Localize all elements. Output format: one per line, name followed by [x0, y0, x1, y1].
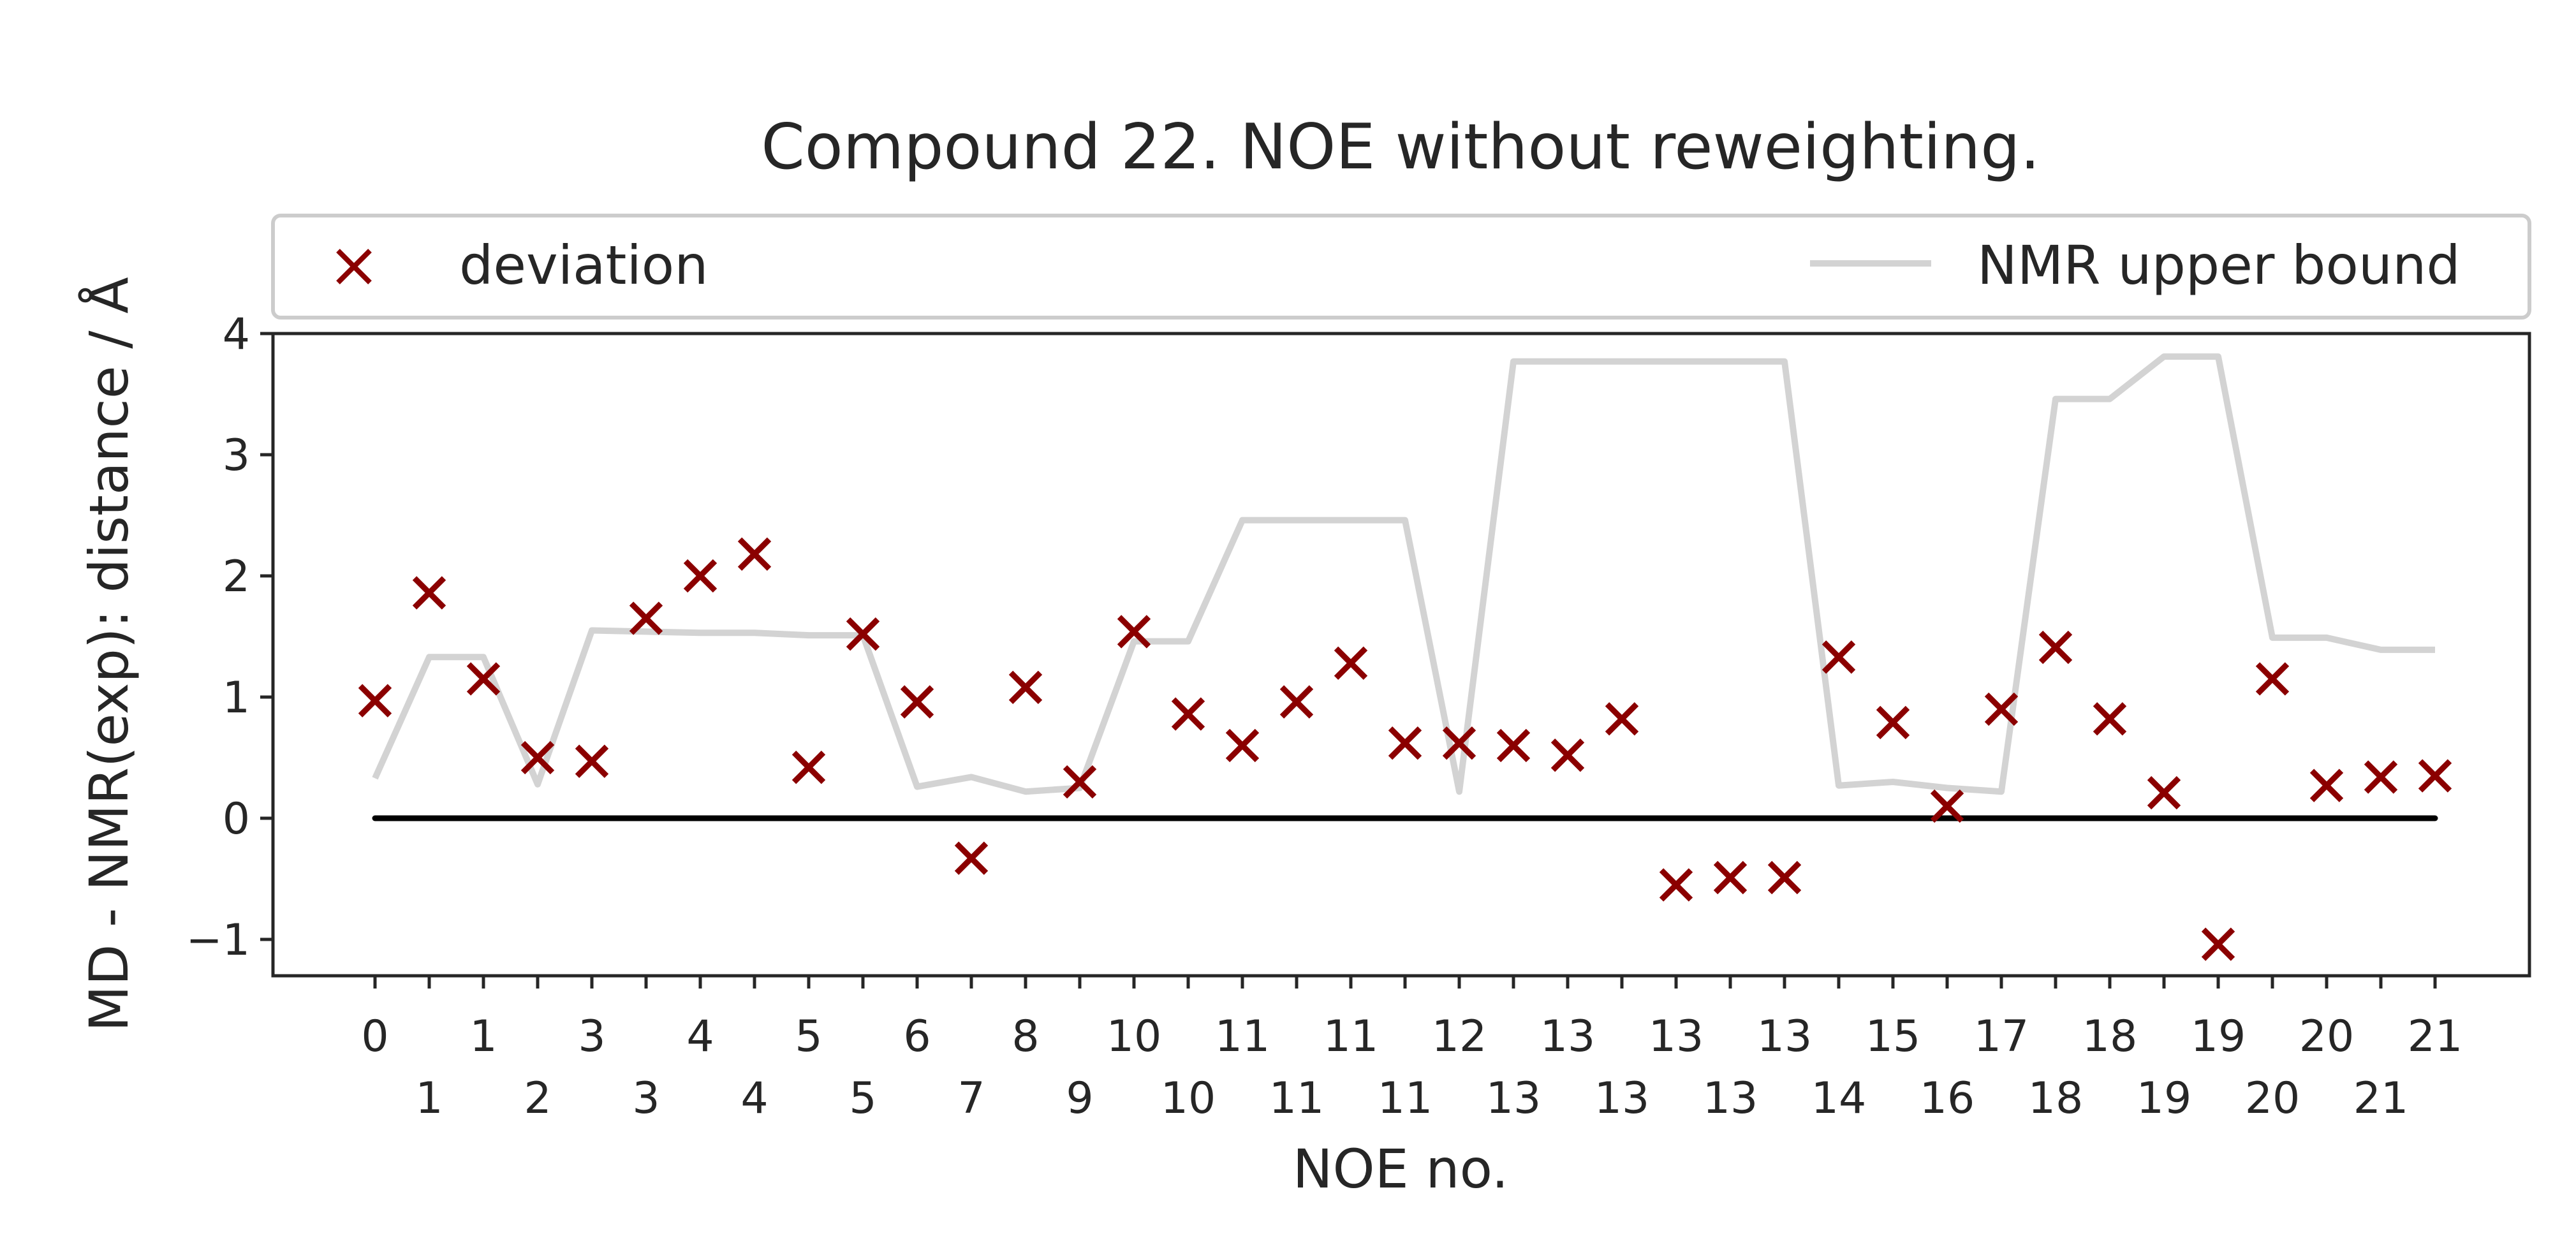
x-tick-label: 5 [849, 1073, 876, 1124]
x-axis-title: NOE no. [1293, 1138, 1509, 1200]
x-tick-label: 13 [1649, 1011, 1704, 1062]
x-tick-label: 7 [957, 1073, 985, 1124]
x-tick-label: 19 [2191, 1011, 2246, 1062]
x-tick-label: 13 [1594, 1073, 1650, 1124]
y-tick-label: −1 [186, 915, 250, 966]
x-tick-label: 1 [415, 1073, 443, 1124]
x-tick-label: 13 [1486, 1073, 1542, 1124]
legend-label-nmr-upper-bound: NMR upper bound [1977, 234, 2461, 297]
deviation-point [520, 740, 555, 775]
x-tick-label: 13 [1757, 1011, 1813, 1062]
x-tick-label: 4 [686, 1011, 714, 1062]
deviation-point [1117, 615, 1151, 649]
deviation-point [1334, 646, 1368, 680]
x-tick-label: 18 [2082, 1011, 2138, 1062]
y-axis-title: MD - NMR(exp): distance / Å [77, 277, 140, 1031]
deviation-point [1279, 685, 1314, 719]
x-tick-label: 3 [578, 1011, 605, 1062]
deviation-point [954, 841, 989, 875]
deviation-point [1171, 697, 1205, 731]
x-tick-label: 5 [795, 1011, 822, 1062]
x-tick-label: 11 [1215, 1011, 1270, 1062]
deviation-point [1930, 789, 1964, 823]
deviation-point [2038, 630, 2073, 665]
legend-box [271, 214, 2531, 320]
legend-label-deviation: deviation [459, 234, 708, 297]
x-tick-label: 13 [1540, 1011, 1596, 1062]
x-tick-label: 8 [1012, 1011, 1039, 1062]
deviation-point [1442, 726, 1476, 760]
deviation-point [683, 559, 718, 593]
y-tick-label: 2 [223, 552, 250, 602]
x-tick-label: 21 [2353, 1073, 2409, 1124]
deviation-point [1388, 726, 1422, 760]
deviation-point [1822, 640, 1856, 674]
deviation-point [1496, 728, 1531, 763]
deviation-point [412, 576, 446, 610]
x-tick-label: 10 [1161, 1073, 1216, 1124]
plot-area [358, 353, 2452, 961]
deviation-point [2364, 760, 2398, 794]
deviation-point [2418, 759, 2452, 793]
deviation-point [1063, 765, 1097, 799]
deviation-point [791, 751, 826, 784]
deviation-point [900, 685, 934, 719]
x-tick-label: 19 [2137, 1073, 2192, 1124]
x-tick-label: 2 [524, 1073, 551, 1124]
x-tick-label: 21 [2408, 1011, 2463, 1062]
deviation-point [1767, 860, 1802, 895]
x-tick-label: 12 [1432, 1011, 1487, 1062]
deviation-point [1659, 868, 1693, 902]
deviation-point [1605, 702, 1639, 736]
deviation-point [1876, 705, 1910, 740]
nmr-upper-bound-line [372, 353, 2435, 795]
deviation-point [466, 662, 501, 696]
x-tick-label: 1 [469, 1011, 497, 1062]
deviation-point [2093, 702, 2127, 736]
legend-marker-deviation [336, 249, 372, 284]
deviation-point [2255, 662, 2290, 696]
plot-frame [271, 332, 2531, 978]
deviation-point [1225, 728, 1260, 763]
deviation-point [2147, 776, 2181, 810]
x-tick-label: 17 [1974, 1011, 2029, 1062]
y-tick-label: 4 [223, 309, 250, 360]
x-tick-label: 4 [740, 1073, 768, 1124]
x-tick-label: 20 [2299, 1011, 2355, 1062]
x-tick-label: 15 [1866, 1011, 1921, 1062]
deviation-point [2201, 927, 2235, 961]
deviation-point [358, 684, 392, 717]
deviation-point [629, 601, 663, 635]
x-tick-label: 13 [1703, 1073, 1758, 1124]
x-tick-label: 16 [1920, 1073, 1975, 1124]
deviation-point [2309, 768, 2344, 802]
deviation-point [1713, 860, 1748, 895]
x-tick-label: 20 [2245, 1073, 2300, 1124]
x-tick-label: 14 [1811, 1073, 1867, 1124]
legend: deviation NMR upper bound [271, 214, 2531, 320]
deviation-point [1984, 692, 2019, 726]
x-tick-label: 11 [1378, 1073, 1433, 1124]
x-tick-label: 11 [1323, 1011, 1379, 1062]
y-tick-label: 1 [223, 673, 250, 723]
x-tick-label: 10 [1107, 1011, 1162, 1062]
deviation-point [737, 537, 772, 571]
x-tick-label: 18 [2028, 1073, 2084, 1124]
x-tick-label: 11 [1269, 1073, 1325, 1124]
chart-title: Compound 22. NOE without reweighting. [761, 111, 2040, 184]
x-tick-label: 0 [361, 1011, 388, 1062]
y-tick-label: 0 [223, 794, 250, 844]
deviation-point [846, 617, 880, 651]
deviation-point [1008, 670, 1043, 704]
x-tick-label: 6 [903, 1011, 931, 1062]
x-tick-label: 3 [632, 1073, 659, 1124]
deviation-point [575, 744, 609, 778]
x-tick-label: 9 [1066, 1073, 1093, 1124]
y-tick-label: 3 [223, 430, 250, 481]
deviation-point [1550, 739, 1585, 772]
